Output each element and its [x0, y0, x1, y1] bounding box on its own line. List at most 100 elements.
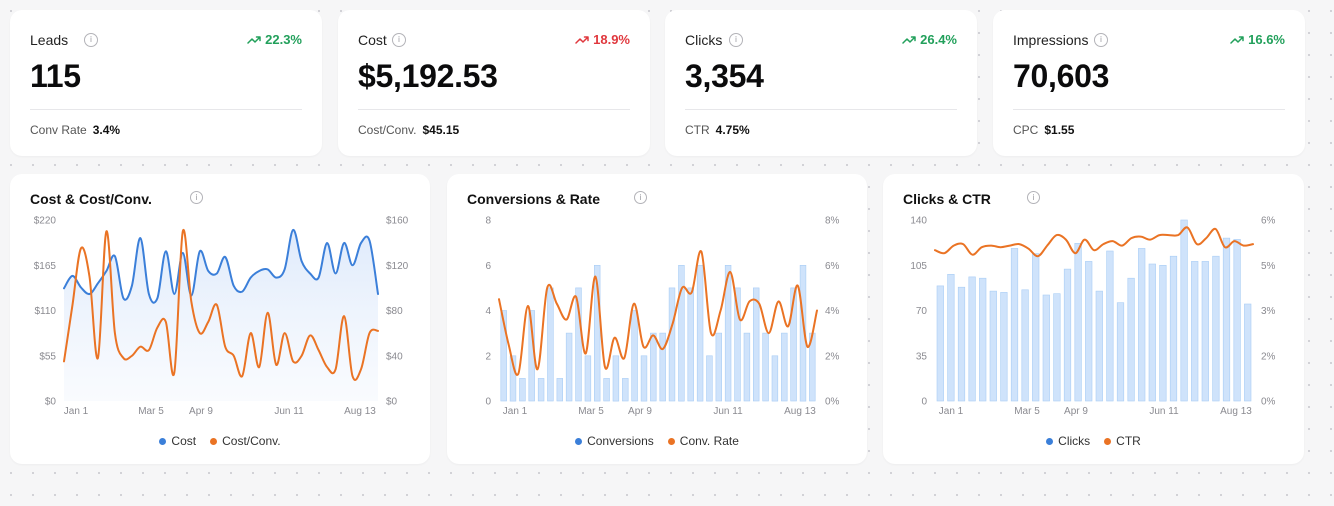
- kpi-label: Clicks: [685, 32, 723, 48]
- kpi-value: 3,354: [685, 58, 764, 94]
- legend-dot: [1104, 437, 1112, 445]
- bar: [968, 276, 976, 402]
- kpi-sub-label: CTR: [685, 123, 710, 137]
- series-line: [934, 226, 1254, 258]
- info-icon[interactable]: i: [84, 33, 98, 47]
- legend-item[interactable]: Conversions: [575, 434, 654, 448]
- divider: [1013, 109, 1285, 110]
- bar: [1138, 248, 1146, 402]
- bar: [957, 286, 966, 402]
- x-tick-label: Jun 11: [274, 406, 304, 417]
- kpi-value: $5,192.53: [358, 58, 498, 94]
- bar: [659, 332, 666, 402]
- chart-cost-svg: $0 $55 $110 $165 $220 $0 $40 $80 $120 $160 Jan 1 Ma…: [34, 216, 409, 418]
- bar: [696, 265, 704, 402]
- bar: [1191, 261, 1199, 402]
- bar: [650, 332, 657, 402]
- trend-up-icon: [902, 35, 916, 44]
- bar: [1010, 248, 1019, 402]
- info-icon[interactable]: i: [392, 33, 406, 47]
- x-tick-label: Aug 13: [784, 406, 816, 417]
- bar: [1180, 219, 1188, 402]
- bar: [1063, 268, 1072, 402]
- y-tick-label-left: 2: [485, 351, 491, 362]
- bar: [1000, 292, 1008, 402]
- chart-title: Cost & Cost/Conv.: [30, 191, 152, 207]
- trend-up-icon: [247, 35, 261, 44]
- bar: [743, 332, 751, 402]
- legend-label: Conv. Rate: [679, 434, 739, 448]
- bar: [1074, 243, 1082, 402]
- y-tick-label-right: 2%: [1261, 351, 1276, 362]
- chart-title: Conversions & Rate: [467, 191, 601, 207]
- bar: [519, 378, 526, 402]
- y-tick-label-left: $220: [34, 216, 57, 227]
- series-line: [63, 228, 379, 304]
- bar: [631, 310, 638, 402]
- info-icon[interactable]: i: [1094, 33, 1108, 47]
- y-tick-label-left: 0: [921, 397, 927, 408]
- bar: [1244, 303, 1252, 402]
- info-icon[interactable]: i: [634, 191, 647, 204]
- kpi-label: Impressions: [1013, 32, 1089, 48]
- bar: [1201, 261, 1209, 402]
- kpi-sub: Conv Rate 3.4%: [30, 123, 120, 137]
- legend-dot: [1046, 437, 1054, 445]
- kpi-card-impressions: Impressions i 16.6% 70,603 CPC $1.55: [993, 10, 1305, 156]
- legend-dot: [667, 437, 675, 445]
- kpi-sub-label: CPC: [1013, 123, 1039, 137]
- bar: [1148, 263, 1156, 402]
- x-tick-label: Jun 11: [1149, 406, 1179, 417]
- bar: [1222, 237, 1231, 402]
- chart-conversions-svg: 0 2 4 6 8 0% 2% 4% 6% 8% Jan 1 Mar 5 Apr 9 Jun 11 Aug …: [485, 216, 840, 418]
- bar: [1021, 289, 1029, 402]
- chart-card-clicks: Clicks & CTR i 0 35 70 105 140 0% 2% 3% 5% 6% Jan …: [883, 174, 1304, 464]
- bar: [668, 287, 676, 402]
- info-icon[interactable]: i: [190, 191, 203, 204]
- bar: [640, 355, 648, 402]
- kpi-delta-value: 26.4%: [920, 32, 957, 47]
- legend-label: CTR: [1116, 434, 1141, 448]
- bar: [500, 310, 507, 402]
- kpi-delta: 22.3%: [247, 32, 302, 47]
- x-tick-label: Jan 1: [939, 406, 964, 417]
- bar: [1127, 277, 1135, 402]
- x-tick-label: Aug 13: [1220, 406, 1252, 417]
- legend-item[interactable]: Cost/Conv.: [210, 434, 281, 448]
- x-tick-label: Apr 9: [628, 406, 652, 417]
- legend-item[interactable]: Clicks: [1046, 434, 1090, 448]
- x-tick-label: Apr 9: [1064, 406, 1088, 417]
- divider: [685, 109, 957, 110]
- y-tick-label-right: $120: [386, 261, 409, 272]
- kpi-sub-value: 3.4%: [92, 123, 121, 137]
- legend-item[interactable]: Conv. Rate: [667, 434, 739, 448]
- y-tick-label-right: 0%: [825, 397, 840, 408]
- kpi-sub-value: 4.75%: [715, 123, 750, 137]
- x-tick-label: Jan 1: [64, 406, 89, 417]
- legend-label: Clicks: [1058, 434, 1091, 448]
- y-tick-label-left: $165: [34, 261, 57, 272]
- info-icon[interactable]: i: [1027, 191, 1040, 204]
- y-tick-label-left: $55: [39, 351, 56, 362]
- kpi-card-cost: Cost i 18.9% $5,192.53 Cost/Conv. $45.15: [338, 10, 650, 156]
- x-tick-label: Mar 5: [1014, 406, 1040, 417]
- info-icon[interactable]: i: [729, 33, 743, 47]
- bar: [752, 287, 760, 402]
- legend-item[interactable]: Cost: [159, 434, 196, 448]
- series-line: [498, 250, 818, 376]
- bar: [594, 265, 601, 402]
- y-tick-label-right: 3%: [1261, 306, 1276, 317]
- series-line: [63, 228, 379, 381]
- bar: [706, 355, 713, 402]
- bar: [547, 287, 554, 402]
- y-tick-label-right: 4%: [825, 306, 840, 317]
- chart-legend: Conversions Conv. Rate: [447, 434, 867, 448]
- legend-item[interactable]: CTR: [1104, 434, 1141, 448]
- kpi-sub-label: Conv Rate: [30, 123, 87, 137]
- kpi-delta-value: 22.3%: [265, 32, 302, 47]
- kpi-card-leads: Leads i 22.3% 115 Conv Rate 3.4%: [10, 10, 322, 156]
- chart-clicks-svg: 0 35 70 105 140 0% 2% 3% 5% 6% Jan 1 Mar 5 Apr 9 Jun …: [910, 216, 1276, 418]
- bar: [537, 378, 545, 402]
- bar: [799, 265, 807, 402]
- y-tick-label-left: 105: [910, 261, 927, 272]
